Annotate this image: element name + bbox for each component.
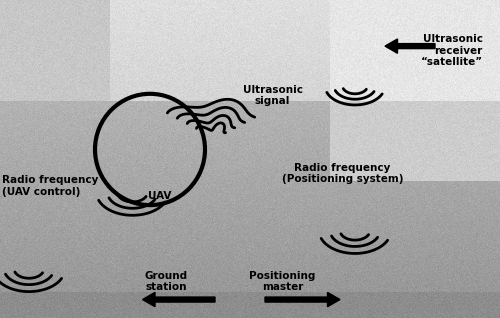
FancyArrow shape xyxy=(265,293,340,307)
Text: UAV: UAV xyxy=(148,190,172,201)
FancyArrow shape xyxy=(385,39,435,53)
Text: Ultrasonic
receiver
“satellite”: Ultrasonic receiver “satellite” xyxy=(420,34,482,67)
Text: Radio frequency
(Positioning system): Radio frequency (Positioning system) xyxy=(282,162,403,184)
Text: Positioning
master: Positioning master xyxy=(250,271,316,292)
Text: Ground
station: Ground station xyxy=(144,271,188,292)
Text: Radio frequency
(UAV control): Radio frequency (UAV control) xyxy=(2,175,99,197)
FancyArrow shape xyxy=(142,293,215,307)
Text: Ultrasonic
signal: Ultrasonic signal xyxy=(242,85,302,106)
